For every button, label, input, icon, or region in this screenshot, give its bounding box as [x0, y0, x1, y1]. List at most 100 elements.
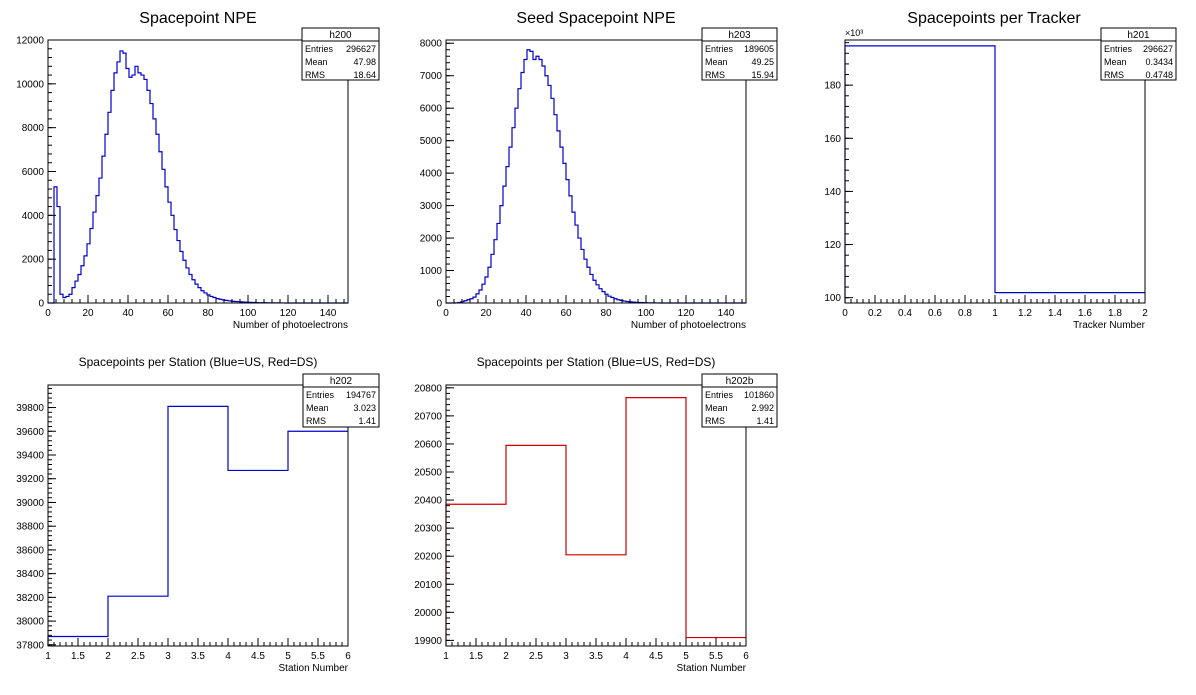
stats-value: 296627: [346, 44, 376, 54]
x-tick-label: 80: [600, 308, 612, 319]
y-tick-label: 20000: [414, 608, 442, 619]
stats-value: 49.25: [751, 57, 774, 67]
y-tick-label: 8000: [22, 123, 45, 134]
y-tick-label: 39400: [16, 450, 44, 461]
x-tick-label: 80: [202, 308, 214, 319]
y-tick-label: 3000: [420, 201, 443, 212]
y-tick-label: 2000: [420, 234, 443, 245]
stats-label: Mean: [305, 57, 328, 67]
stats-box-frame: [701, 27, 778, 81]
y-tick-label: 39800: [16, 403, 44, 414]
stats-label: RMS: [705, 416, 725, 426]
y-tick-label: 38000: [16, 617, 44, 628]
x-tick-label: 100: [638, 308, 655, 319]
x-axis-label: Number of photoelectrons: [631, 320, 746, 331]
stats-box-frame: [701, 373, 778, 428]
x-tick-label: 0.4: [898, 308, 912, 319]
stats-value: 194767: [346, 390, 376, 400]
histogram-line: [48, 50, 348, 304]
x-tick-label: 3.5: [191, 651, 205, 662]
stats-value: 1.41: [358, 416, 376, 426]
stats-box-name: h202b: [726, 376, 754, 387]
y-tick-label: 20700: [414, 411, 442, 422]
y-tick-label: 20300: [414, 524, 442, 535]
stats-value: 0.4748: [1145, 70, 1173, 80]
x-tick-label: 5.5: [311, 651, 325, 662]
y-tick-label: 6000: [22, 167, 45, 178]
stats-box-frame: [1100, 27, 1177, 81]
x-tick-label: 1.5: [71, 651, 85, 662]
x-tick-label: 3.5: [589, 651, 603, 662]
stats-label: RMS: [306, 416, 326, 426]
y-tick-label: 20400: [414, 496, 442, 507]
x-axis-label: Station Number: [279, 663, 349, 674]
x-tick-label: 0.6: [928, 308, 942, 319]
stats-value: 296627: [1143, 44, 1173, 54]
x-tick-label: 0: [443, 308, 449, 319]
chart-title: Spacepoints per Station (Blue=US, Red=DS…: [477, 355, 716, 369]
x-tick-label: 4: [623, 651, 629, 662]
stats-value: 15.94: [751, 70, 774, 80]
y-tick-label: 39000: [16, 498, 44, 509]
stats-label: RMS: [1104, 70, 1124, 80]
x-axis-label: Station Number: [677, 663, 747, 674]
x-tick-label: 0: [842, 308, 848, 319]
x-tick-label: 3: [563, 651, 569, 662]
stats-value: 2.992: [751, 403, 774, 413]
x-tick-label: 2.5: [529, 651, 543, 662]
y-tick-label: 20500: [414, 468, 442, 479]
y-tick-label: 0: [38, 299, 44, 310]
x-tick-label: 20: [82, 308, 94, 319]
y-tick-label: 20600: [414, 439, 442, 450]
x-tick-label: 1.6: [1078, 308, 1092, 319]
stats-value: 47.98: [353, 57, 376, 67]
y-tick-label: 4000: [22, 211, 45, 222]
stats-box: h203 Entries 189605 Mean 49.25 RMS 15.94: [701, 27, 778, 81]
x-tick-label: 120: [678, 308, 695, 319]
x-tick-label: 2: [105, 651, 111, 662]
y-tick-label: 6000: [420, 104, 443, 115]
y-tick-label: 0: [436, 299, 442, 310]
x-tick-label: 1.8: [1108, 308, 1122, 319]
y-tick-label: 19900: [414, 636, 442, 647]
stats-label: Entries: [705, 390, 734, 400]
histogram-h203: Seed Spacepoint NPE 0 20 40 60 80 100 120 140 0 10…: [420, 10, 778, 331]
stats-label: Mean: [306, 403, 329, 413]
x-tick-label: 0.2: [868, 308, 882, 319]
x-tick-label: 140: [320, 308, 337, 319]
stats-box: h200 Entries 296627 Mean 47.98 RMS 18.64: [301, 27, 380, 81]
stats-value: 18.64: [353, 70, 376, 80]
stats-label: Mean: [1104, 57, 1127, 67]
stats-value: 189605: [744, 44, 774, 54]
stats-label: Entries: [305, 44, 334, 54]
y-tick-label: 38400: [16, 569, 44, 580]
stats-label: Entries: [705, 44, 734, 54]
y-tick-label: 140: [824, 187, 841, 198]
x-tick-label: 100: [240, 308, 257, 319]
histogram-line: [844, 45, 1145, 303]
plot-frame: [445, 384, 747, 647]
x-tick-label: 2.5: [131, 651, 145, 662]
stats-value: 101860: [744, 390, 774, 400]
y-tick-label: 1000: [420, 266, 443, 277]
y-tick-label: 38800: [16, 522, 44, 533]
x-tick-label: 4.5: [251, 651, 265, 662]
stats-box-name: h201: [1127, 30, 1150, 41]
y-tick-label: 7000: [420, 71, 443, 82]
stats-box-frame: [301, 27, 380, 81]
histogram-h202: Spacepoints per Station (Blue=US, Red=DS…: [16, 355, 380, 674]
histogram-line: [445, 397, 746, 646]
stats-box: h202 Entries 194767 Mean 3.023 RMS 1.41: [302, 373, 380, 428]
x-tick-label: 1: [45, 651, 51, 662]
x-tick-label: 1.2: [1018, 308, 1032, 319]
stats-label: RMS: [705, 70, 725, 80]
stats-box-name: h202: [330, 376, 353, 387]
y-tick-label: 39600: [16, 427, 44, 438]
histogram-h201: Spacepoints per Tracker 0 0.2 0.4 0.6 0.8 1 1.2…: [824, 10, 1177, 331]
histogram-line: [47, 405, 348, 646]
stats-box-frame: [302, 373, 380, 428]
x-tick-label: 40: [520, 308, 532, 319]
y-tick-label: 20800: [414, 383, 442, 394]
